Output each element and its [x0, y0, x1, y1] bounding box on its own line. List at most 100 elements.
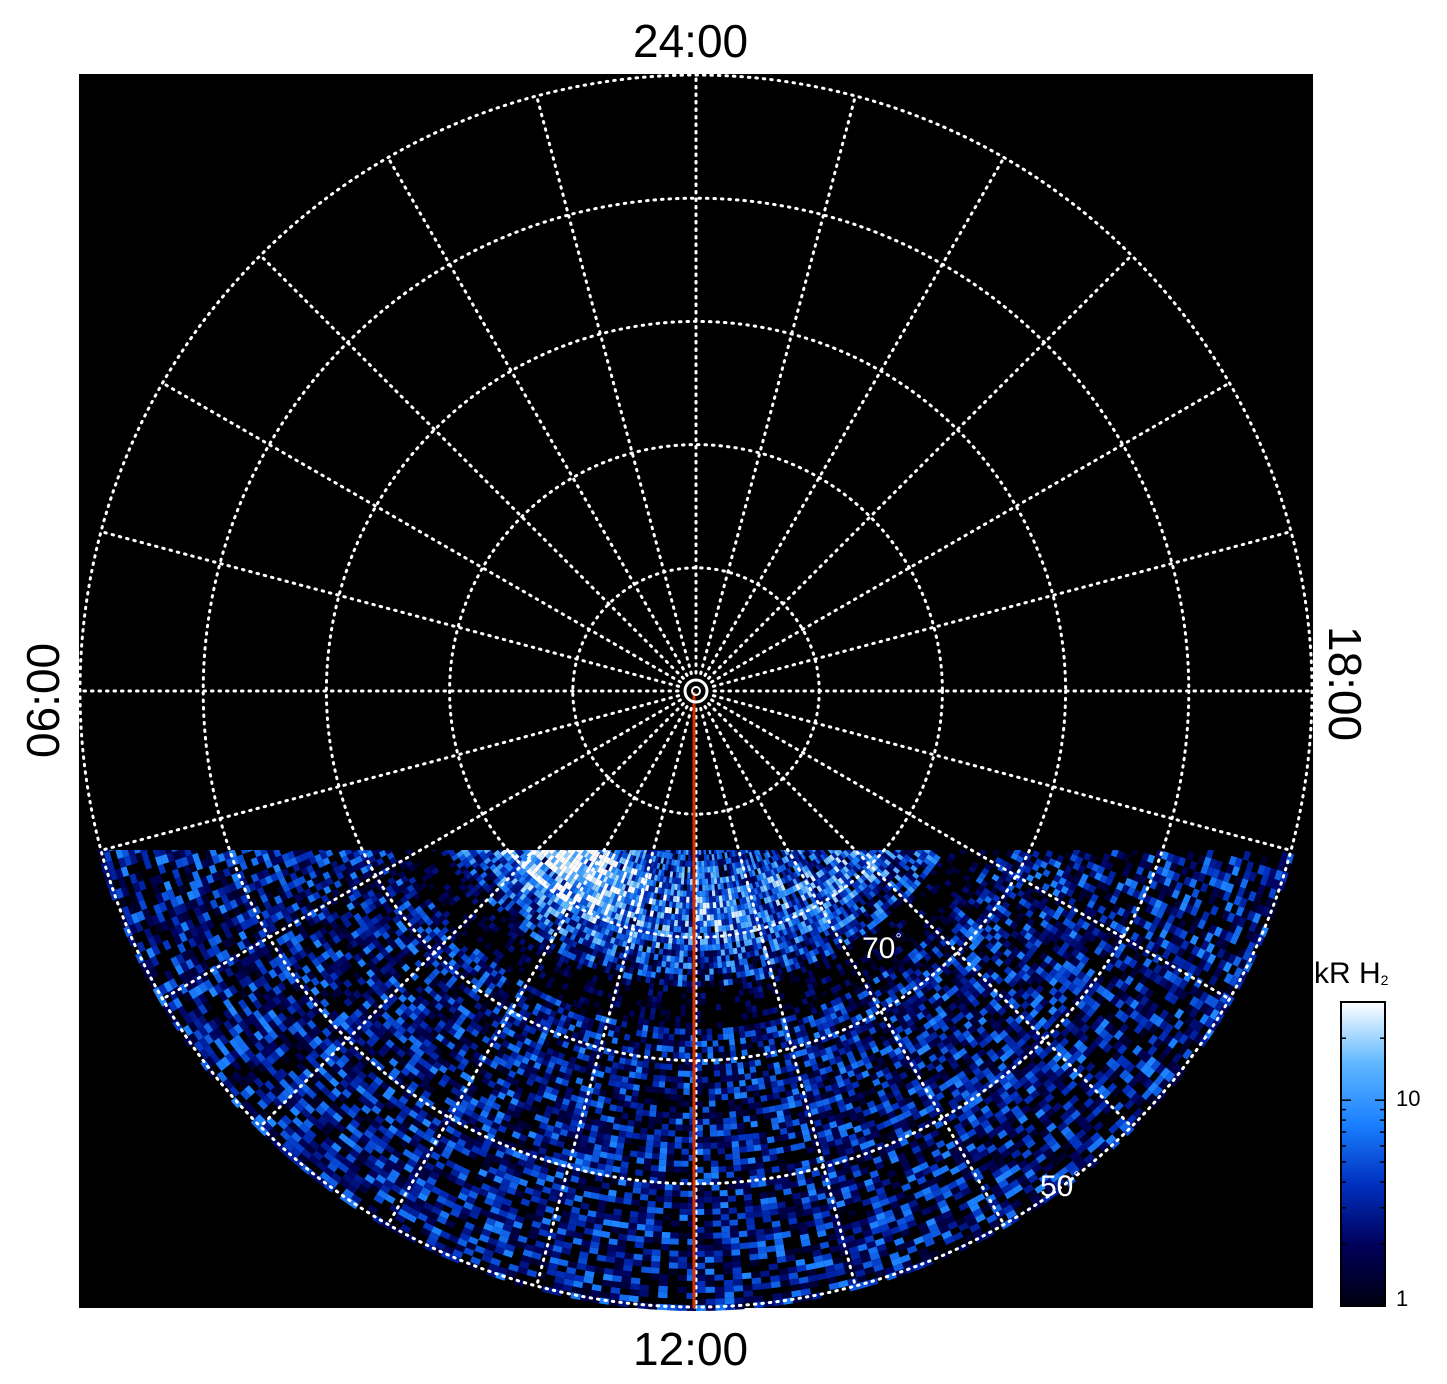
emission-cell — [641, 871, 647, 879]
emission-cell — [634, 1120, 642, 1128]
emission-cell — [713, 877, 718, 885]
emission-cell — [545, 852, 552, 859]
emission-cell — [649, 977, 656, 984]
emission-cell — [730, 856, 735, 864]
emission-cell — [674, 1136, 682, 1143]
emission-cell — [662, 876, 667, 883]
emission-cell — [624, 865, 630, 873]
emission-cell — [756, 1168, 765, 1176]
emission-cell — [538, 854, 546, 862]
emission-cell — [698, 872, 702, 879]
emission-cell — [663, 888, 668, 895]
emission-cell — [658, 1159, 667, 1167]
emission-cell — [763, 878, 769, 885]
emission-cell — [546, 861, 554, 869]
emission-cell — [618, 889, 625, 897]
emission-cell — [749, 1066, 757, 1074]
emission-cell — [768, 1148, 777, 1156]
emission-cell — [733, 905, 738, 912]
emission-cell — [639, 851, 644, 859]
emission-cell — [678, 850, 681, 855]
emission-cell — [606, 1116, 615, 1124]
emission-cell — [660, 888, 665, 895]
emission-cell — [726, 1081, 734, 1088]
emission-cell — [825, 879, 832, 887]
emission-cell — [722, 1117, 731, 1125]
emission-cell — [656, 1044, 663, 1052]
emission-cell — [705, 884, 709, 891]
emission-cell — [607, 891, 613, 898]
emission-cell — [612, 1086, 621, 1094]
emission-cell — [794, 856, 801, 864]
emission-cell — [772, 913, 778, 920]
emission-cell — [667, 889, 671, 896]
emission-cell — [681, 920, 686, 927]
emission-cell — [788, 886, 795, 894]
emission-cell — [721, 870, 726, 878]
emission-cell — [750, 850, 754, 852]
emission-cell — [748, 883, 754, 890]
emission-cell — [683, 944, 688, 951]
emission-cell — [712, 956, 718, 963]
emission-cell — [549, 863, 556, 871]
emission-cell — [781, 857, 787, 864]
emission-cell — [575, 850, 581, 853]
emission-cell — [755, 855, 761, 863]
emission-cell — [545, 868, 553, 876]
emission-cell — [757, 880, 763, 887]
emission-cell — [798, 882, 804, 889]
emission-cell — [654, 856, 659, 863]
emission-cell — [723, 864, 728, 871]
emission-cell — [734, 850, 739, 857]
emission-cell — [739, 1079, 746, 1087]
emission-cell — [729, 863, 733, 870]
emission-cell — [635, 850, 639, 851]
emission-cell — [717, 889, 722, 896]
emission-cell — [841, 859, 849, 866]
emission-cell — [753, 850, 759, 857]
emission-cell — [831, 881, 839, 889]
emission-cell — [740, 903, 745, 911]
emission-cell — [680, 1010, 686, 1017]
emission-cell — [659, 1075, 666, 1082]
emission-cell — [625, 891, 631, 899]
emission-cell — [672, 850, 676, 854]
emission-cell — [676, 860, 680, 867]
emission-cell — [611, 873, 617, 881]
emission-cell — [724, 1141, 732, 1149]
emission-cell — [644, 853, 649, 860]
emission-cell — [827, 850, 834, 855]
emission-cell — [667, 943, 673, 950]
emission-cell — [630, 1059, 638, 1067]
emission-cell — [689, 896, 693, 903]
emission-cell — [741, 1049, 748, 1057]
emission-cell — [780, 850, 784, 852]
emission-cell — [657, 905, 662, 913]
emission-cell — [797, 895, 804, 903]
emission-cell — [635, 1108, 644, 1116]
emission-cell — [597, 886, 604, 894]
emission-cell — [640, 914, 646, 922]
emission-cell — [583, 851, 590, 859]
emission-cell — [728, 918, 733, 925]
emission-cell — [644, 1049, 651, 1057]
emission-cell — [611, 899, 617, 907]
emission-cell — [661, 924, 667, 932]
emission-cell — [681, 1136, 689, 1143]
emission-cell — [682, 854, 686, 861]
emission-cell — [612, 886, 618, 894]
emission-cell — [708, 956, 714, 963]
emission-cell — [762, 884, 768, 892]
emission-cell — [708, 850, 712, 855]
emission-cell — [739, 1037, 747, 1045]
emission-cell — [715, 1112, 723, 1119]
emission-cell — [821, 867, 828, 875]
emission-cell — [731, 1062, 738, 1070]
emission-cell — [743, 903, 749, 910]
emission-cell — [594, 851, 601, 858]
emission-cell — [743, 1115, 751, 1123]
emission-cell — [699, 902, 703, 909]
emission-cell — [685, 1028, 691, 1035]
emission-cell — [573, 866, 580, 874]
